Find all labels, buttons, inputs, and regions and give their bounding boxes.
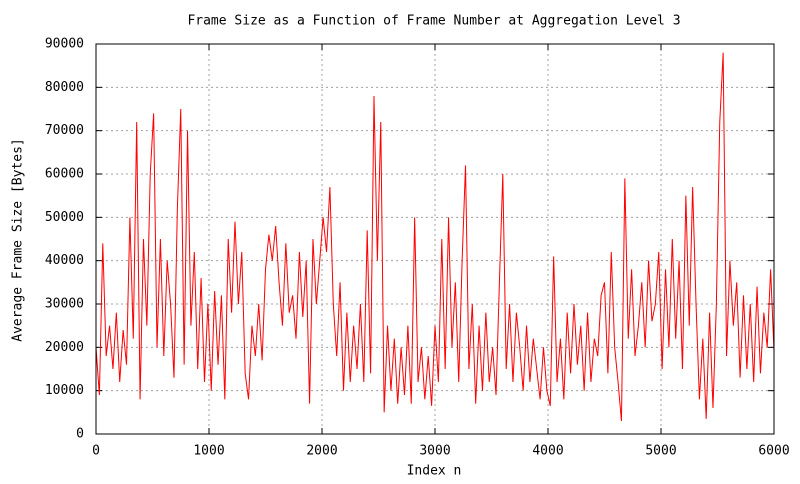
y-tick-label: 70000 [45, 123, 84, 138]
x-axis-label: Index n [407, 464, 462, 479]
y-tick-label: 0 [76, 427, 84, 442]
x-tick-label: 4000 [532, 444, 563, 459]
y-tick-label: 30000 [45, 297, 84, 312]
x-tick-label: 3000 [419, 444, 450, 459]
x-tick-label: 2000 [306, 444, 337, 459]
x-tick-label: 0 [92, 444, 100, 459]
chart-title: Frame Size as a Function of Frame Number… [187, 14, 680, 29]
y-axis-label: Average Frame Size [Bytes] [11, 138, 26, 342]
x-tick-label: 1000 [193, 444, 224, 459]
y-tick-label: 10000 [45, 383, 84, 398]
y-tick-label: 20000 [45, 340, 84, 355]
x-tick-label: 6000 [758, 444, 789, 459]
y-tick-label: 40000 [45, 253, 84, 268]
y-tick-label: 80000 [45, 80, 84, 95]
y-tick-label: 90000 [45, 37, 84, 52]
plot-border [95, 43, 775, 435]
x-tick-label: 5000 [645, 444, 676, 459]
y-tick-label: 60000 [45, 167, 84, 182]
y-tick-label: 50000 [45, 210, 84, 225]
data-line [95, 52, 775, 422]
